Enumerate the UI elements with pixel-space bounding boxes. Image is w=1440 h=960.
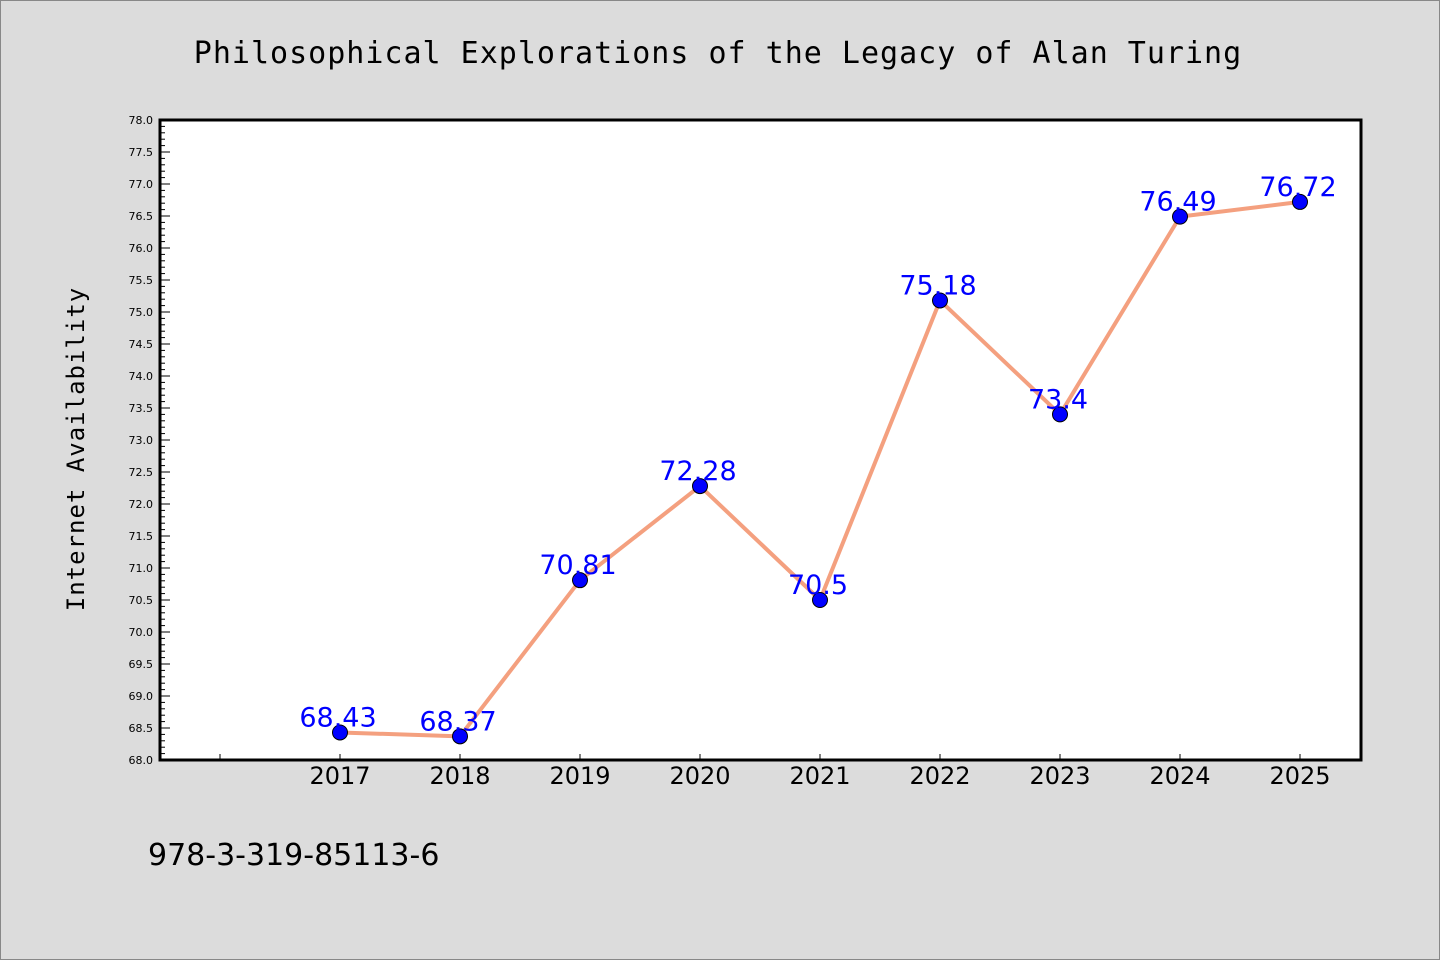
data-point-2023: [1052, 406, 1068, 423]
data-label-2021: 70.5: [788, 570, 848, 601]
y-tick-label: 71.0: [129, 562, 154, 575]
x-tick-label-2025: 2025: [1269, 762, 1330, 790]
y-tick-label: 74.5: [129, 338, 154, 351]
x-tick-label-2023: 2023: [1029, 762, 1090, 790]
plot-area: [158, 118, 1363, 762]
x-tick-label-2024: 2024: [1149, 762, 1210, 790]
data-point-2018: [452, 728, 468, 745]
data-point-2024: [1172, 208, 1188, 225]
y-tick-label: 77.0: [129, 178, 154, 191]
x-tick-label-2022: 2022: [909, 762, 970, 790]
y-tick-label: 74.0: [129, 370, 154, 383]
y-tick-label: 76.0: [129, 242, 154, 255]
data-point-2025: [1292, 193, 1308, 210]
y-tick-label: 70.0: [129, 626, 154, 639]
y-tick-label: 69.0: [129, 690, 154, 703]
data-label-2017: 68.43: [299, 702, 376, 733]
x-tick-label-2017: 2017: [309, 762, 370, 790]
data-point-2020: [692, 478, 708, 495]
data-label-2023: 73.4: [1028, 384, 1088, 415]
y-tick-label: 71.5: [129, 530, 154, 543]
data-label-2020: 72.28: [659, 456, 736, 487]
y-tick-label: 72.5: [129, 466, 154, 479]
y-tick-label: 73.0: [129, 434, 154, 447]
y-tick-label: 68.5: [129, 722, 154, 735]
x-tick-label-2021: 2021: [789, 762, 850, 790]
y-tick-label: 70.5: [129, 594, 154, 607]
data-point-2017: [332, 724, 348, 741]
y-tick-label: 68.0: [129, 754, 154, 767]
chart-title: Philosophical Explorations of the Legacy…: [194, 36, 1242, 71]
isbn-footer: 978-3-319-85113-6: [148, 838, 439, 873]
data-label-2024: 76.49: [1139, 187, 1216, 218]
y-axis: 68.0 68.5 69.0 69.5 70.0 70.5 71.0 71.5 72.0 72.5…: [129, 114, 170, 767]
y-tick-label: 76.5: [129, 210, 154, 223]
y-axis-label: Internet Availability: [62, 287, 90, 611]
data-label-2019: 70.81: [539, 550, 616, 581]
data-label-2018: 68.37: [419, 706, 496, 737]
x-axis: 2017 2018 2019 2020 2021 2022 2023 2024 2025: [219, 754, 1331, 790]
y-tick-label: 69.5: [129, 658, 154, 671]
y-tick-label: 78.0: [129, 114, 154, 127]
data-point-2022: [932, 292, 948, 309]
data-point-2019: [572, 572, 588, 589]
y-tick-label: 72.0: [129, 498, 154, 511]
data-label-2025: 76.72: [1259, 172, 1336, 203]
x-tick-label-2018: 2018: [429, 762, 490, 790]
data-point-2021: [812, 592, 828, 608]
y-tick-label: 73.5: [129, 402, 154, 415]
x-tick-label-2019: 2019: [549, 762, 610, 790]
y-tick-label: 75.5: [129, 274, 154, 287]
y-tick-label: 75.0: [129, 306, 154, 319]
data-label-2022: 75.18: [899, 270, 976, 301]
x-tick-label-2020: 2020: [669, 762, 730, 790]
y-tick-label: 77.5: [129, 146, 154, 159]
series-internet-availability: 68.43 68.37 70.81 72.28 70.5 75.18 73.4 76.49 76…: [299, 172, 1337, 745]
